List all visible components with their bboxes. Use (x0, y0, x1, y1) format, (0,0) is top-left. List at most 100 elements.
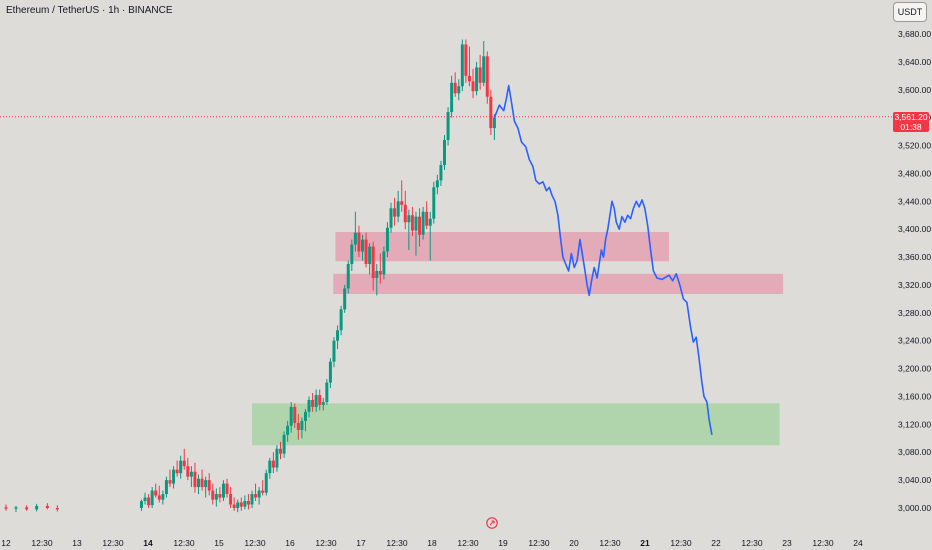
candle-body (207, 480, 211, 491)
candle-body (450, 82, 454, 113)
candle-body (200, 478, 204, 488)
symbol-title: Ethereum / TetherUS · 1h · BINANCE (6, 5, 173, 16)
candle (457, 79, 461, 101)
candle (471, 68, 475, 99)
candle-body (246, 501, 250, 505)
time-tick-label: 12:30 (173, 538, 195, 548)
time-axis[interactable]: 12 12:30 13 12:30 14 12:30 15 12:30 16 12:30 17 12:… (1, 538, 863, 548)
reset-time-icon[interactable] (486, 517, 498, 529)
candle (232, 497, 236, 511)
candle-body (318, 395, 322, 405)
candle-body (325, 382, 329, 403)
candle (407, 209, 411, 251)
candle-body (14, 507, 18, 509)
candle (364, 232, 368, 268)
candle (492, 114, 496, 140)
time-tick-label: 14 (143, 538, 153, 548)
candle (154, 483, 158, 498)
candle (239, 497, 243, 511)
demand-zone (251, 403, 780, 446)
time-tick-label: 18 (427, 538, 437, 548)
candle-body (143, 497, 147, 502)
time-tick-label: 12 (1, 538, 11, 548)
candle (475, 61, 479, 96)
candle (307, 396, 311, 418)
candle-body (421, 211, 425, 235)
candle-body (314, 395, 318, 407)
projection-line (493, 84, 713, 435)
candle-body (428, 218, 432, 226)
candle-body (321, 402, 325, 405)
candle-body (393, 208, 397, 217)
candle-body (396, 201, 400, 217)
currency-button[interactable]: USDT (893, 2, 927, 22)
price-tick-label: 3,080.00 (898, 447, 931, 457)
candle-body (343, 288, 347, 310)
candle-body (361, 239, 364, 252)
candle (164, 476, 168, 498)
candle-body (492, 117, 496, 129)
candle-body (154, 490, 158, 496)
price-axis-bg (893, 0, 932, 550)
time-tick-label: 12:30 (315, 538, 337, 548)
candle-body (467, 75, 471, 82)
candle-body (254, 494, 258, 498)
candle-body (204, 480, 208, 488)
time-tick-label: 12:30 (386, 538, 408, 548)
candle-body (189, 471, 193, 477)
candle (250, 490, 254, 508)
candle (439, 160, 443, 186)
candle (435, 174, 439, 195)
time-tick-label: 12:30 (528, 538, 550, 548)
candle (328, 358, 332, 389)
candle-body (239, 502, 243, 507)
candle (339, 305, 343, 336)
candle (432, 181, 436, 224)
candle-body (211, 490, 215, 500)
candle-body (350, 244, 354, 265)
price-axis[interactable]: 3,680.003,640.003,600.003,560.003,520.00… (893, 0, 932, 550)
candle-body (218, 494, 222, 498)
candle (421, 206, 425, 240)
price-tick-label: 3,280.00 (898, 308, 931, 318)
price-tick-label: 3,480.00 (898, 168, 931, 178)
candle-body (243, 501, 247, 507)
candle (371, 241, 375, 291)
candle (400, 180, 404, 212)
price-tick-label: 3,520.00 (898, 141, 931, 151)
price-tick-label: 3,040.00 (898, 475, 931, 485)
candle (257, 487, 261, 505)
candle (446, 107, 450, 146)
candle (418, 208, 422, 247)
candle (175, 460, 179, 477)
candle (293, 403, 297, 428)
candle (246, 494, 250, 510)
time-tick-label: 17 (356, 538, 366, 548)
candle (332, 337, 336, 368)
candle-body (271, 460, 275, 468)
candle (442, 135, 446, 170)
price-tick-label: 3,160.00 (898, 391, 931, 401)
candle (318, 389, 322, 411)
candle-body (4, 507, 8, 509)
candle-body (229, 494, 233, 505)
supply-zone (335, 231, 670, 262)
candle-body (357, 232, 361, 252)
candle (225, 478, 229, 498)
candle (143, 492, 147, 505)
candle-body (175, 469, 179, 474)
candle-body (55, 508, 59, 510)
candle-body (339, 309, 343, 331)
candle-body (139, 501, 143, 508)
time-tick-label: 20 (569, 538, 579, 548)
current-price-value: 3,561.20 (894, 112, 928, 122)
candle (467, 46, 471, 87)
candle (182, 448, 186, 470)
candle-body (403, 204, 407, 223)
candle-body (489, 96, 493, 129)
candle (286, 420, 290, 442)
candle-body (236, 502, 240, 508)
candle (157, 485, 161, 503)
